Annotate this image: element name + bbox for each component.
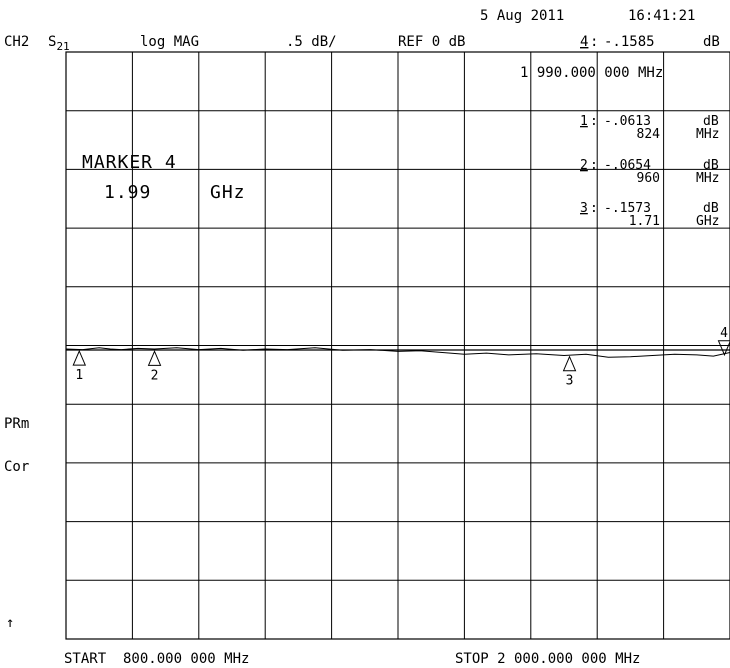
plot-area: 1 2 3 4 [65, 51, 730, 640]
s21-trace [65, 347, 730, 358]
marker-readout-value-unit: dB [703, 114, 719, 129]
trace-markers: 1 2 3 4 [72, 326, 730, 389]
marker-readout-number: 2 [580, 158, 588, 173]
marker-info-value: 1.99 [104, 182, 151, 203]
header-date: 5 Aug 2011 [480, 8, 564, 24]
parameter-label: S21 [48, 34, 70, 53]
trace-marker-2: 2 [147, 350, 162, 383]
marker-readout-value-unit: dB [703, 158, 719, 173]
marker-readout-freq-unit: MHz [696, 171, 719, 186]
marker-readout-number: 3 [580, 201, 588, 216]
trace-marker-1: 1 [72, 349, 87, 383]
marker-readout-3: 3 : -.1573 dB 1.71 GHz [580, 201, 719, 229]
marker-readout-freq-unit: GHz [696, 214, 719, 229]
marker-label: 3 [566, 374, 574, 389]
marker-readout-1: 1 : -.0613 dB 824 MHz [580, 114, 719, 142]
marker-readout-value: -.0654 [604, 158, 651, 173]
marker-label: 1 [75, 368, 83, 383]
scale-label: .5 dB/ [286, 34, 337, 50]
marker-readout-value: -.0613 [604, 114, 651, 129]
marker-readout-colon: : [590, 201, 598, 216]
trace-marker-4: 4 [717, 326, 730, 357]
marker-readout-colon: : [590, 158, 598, 173]
marker-readout-freq-unit: MHz [696, 127, 719, 142]
marker-readout-number: 1 [580, 114, 588, 129]
parameter-annotation: PRm [4, 416, 29, 432]
active-marker-colon: : [590, 34, 598, 50]
active-marker-number: 4 [580, 34, 588, 50]
marker-triangle [562, 355, 577, 372]
active-marker-value: -.1585 [604, 34, 655, 50]
format-label: log MAG [140, 34, 199, 50]
marker-readout-value: -.1573 [604, 201, 651, 216]
marker-readout-freq: 824 [637, 127, 661, 142]
marker-label: 4 [720, 326, 728, 341]
marker-readout-value-unit: dB [703, 201, 719, 216]
marker-triangle [147, 350, 162, 366]
marker-triangle [72, 349, 87, 366]
trace-marker-3: 3 [562, 355, 577, 389]
correction-annotation: Cor [4, 459, 29, 475]
marker-triangle [717, 340, 730, 357]
channel-label: CH2 [4, 34, 29, 50]
header-time: 16:41:21 [628, 8, 695, 24]
marker-info-unit: GHz [210, 182, 246, 203]
active-marker-frequency: 1 990.000 000 MHz [520, 65, 663, 81]
reference-label: REF 0 dB [398, 34, 465, 50]
marker-info-title: MARKER 4 [82, 152, 177, 173]
marker-readout-2: 2 : -.0654 dB 960 MHz [580, 158, 719, 186]
marker-readout-freq: 1.71 [629, 214, 660, 229]
stop-frequency: STOP 2 000.000 000 MHz [455, 651, 640, 667]
marker-label: 2 [151, 368, 159, 383]
reference-arrow-icon: ↑ [6, 615, 14, 631]
graticule-grid [66, 52, 730, 639]
marker-info: MARKER 4 1.99 GHz [82, 152, 246, 203]
start-frequency: START 800.000 000 MHz [64, 651, 249, 667]
marker-readout-freq: 960 [637, 171, 660, 186]
marker-readout-colon: : [590, 114, 598, 129]
active-marker-unit: dB [703, 34, 720, 50]
